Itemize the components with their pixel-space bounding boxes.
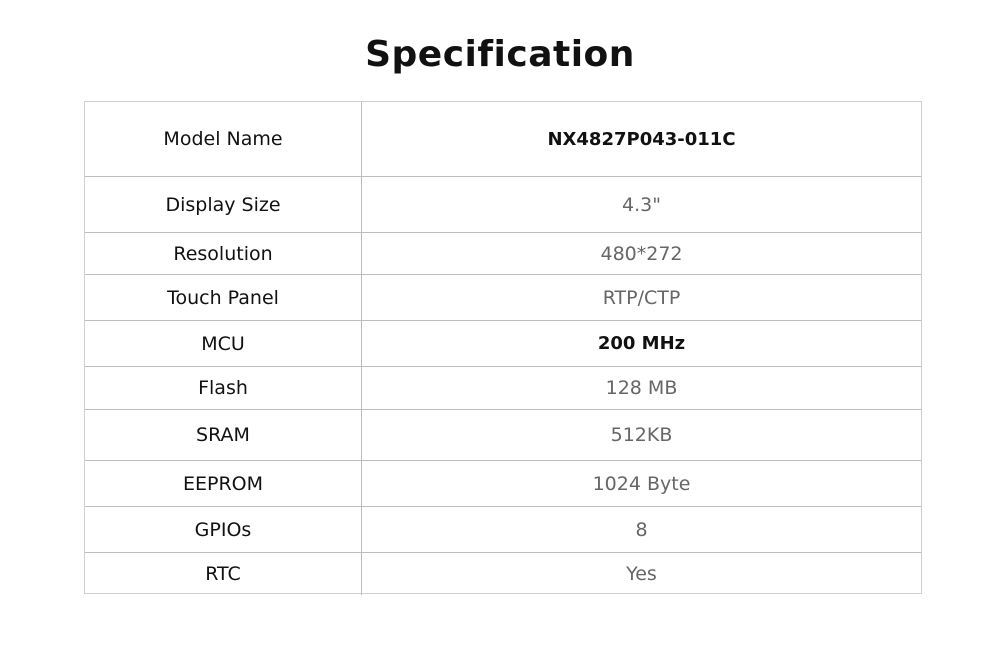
table-row: EEPROM 1024 Byte: [85, 460, 921, 506]
table-row: RTC Yes: [85, 552, 921, 595]
spec-table: Model Name NX4827P043-011C Display Size 4.3…: [84, 101, 922, 595]
spec-value: NX4827P043-011C: [547, 128, 736, 150]
spec-label: Flash: [85, 367, 362, 409]
spec-label: Resolution: [85, 233, 362, 274]
table-row: Display Size 4.3": [85, 176, 921, 232]
table-row: GPIOs 8: [85, 506, 921, 552]
table-row: Resolution 480*272: [85, 232, 921, 274]
spec-label: Model Name: [85, 102, 362, 176]
table-row: Flash 128 MB: [85, 366, 921, 409]
spec-label: SRAM: [85, 410, 362, 460]
table-row: SRAM 512KB: [85, 409, 921, 460]
page-title: Specification: [365, 34, 635, 75]
spec-label: Touch Panel: [85, 275, 362, 320]
spec-value: Yes: [626, 563, 657, 585]
spec-label: GPIOs: [85, 507, 362, 552]
spec-label: EEPROM: [85, 461, 362, 506]
spec-value: RTP/CTP: [602, 286, 681, 309]
spec-label: RTC: [85, 553, 362, 595]
table-row: MCU 200 MHz: [85, 320, 921, 366]
table-row: Model Name NX4827P043-011C: [85, 102, 921, 176]
table-row: Touch Panel RTP/CTP: [85, 274, 921, 320]
spec-value: 200 MHz: [597, 333, 686, 354]
spec-value: 8: [635, 518, 648, 541]
spec-value: 4.3": [622, 193, 661, 216]
spec-value: 128 MB: [605, 377, 678, 399]
spec-value: 512KB: [610, 424, 673, 446]
spec-label: MCU: [85, 321, 362, 366]
spec-value: 480*272: [600, 242, 683, 265]
spec-value: 1024 Byte: [592, 472, 691, 495]
spec-label: Display Size: [85, 177, 362, 232]
